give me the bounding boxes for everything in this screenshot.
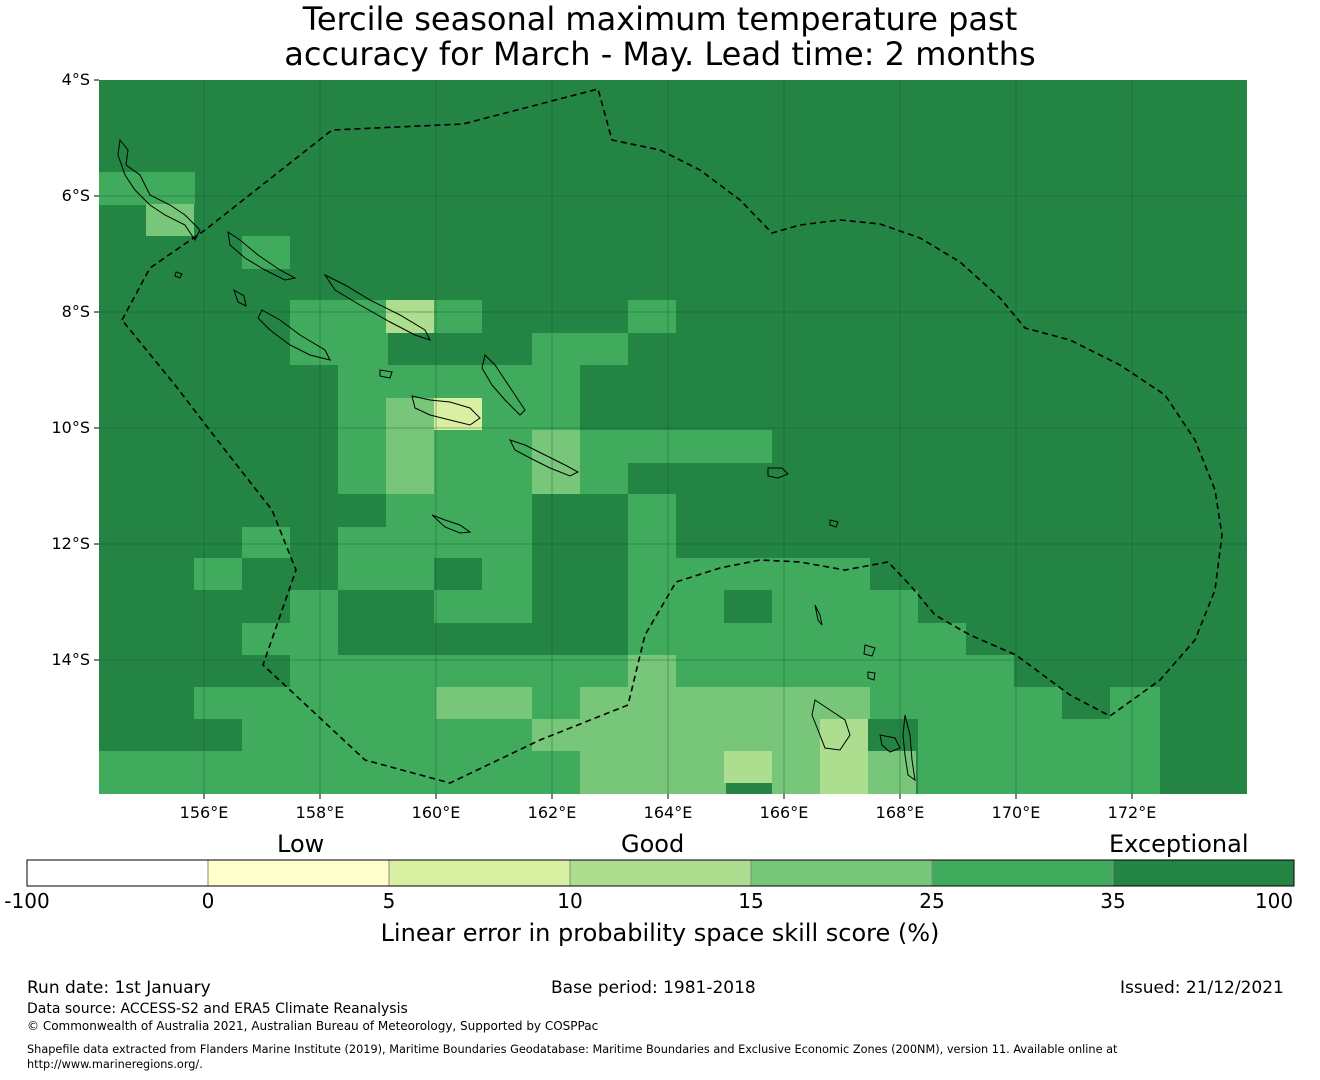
colorbar-tick-25: 25 <box>919 889 945 913</box>
colorbar-segment-25-35 <box>932 860 1113 886</box>
colorbar-category-good: Good <box>621 830 685 858</box>
espiritu-santo-island <box>811 699 851 751</box>
lon-label-162e: 162°E <box>527 803 577 822</box>
run-date: Run date: 1st January <box>27 978 211 998</box>
lat-label-6s: 6°S <box>61 186 90 205</box>
skill-cells-10-15 <box>386 300 868 794</box>
lat-label-4s: 4°S <box>61 70 90 89</box>
santa-isabel-island <box>323 273 431 341</box>
lon-label-172e: 172°E <box>1107 803 1157 822</box>
guadalcanal-island <box>411 395 481 426</box>
colorbar-label: Linear error in probability space skill … <box>380 919 940 947</box>
choiseul-island <box>227 230 297 281</box>
colorbar-segment-5-10 <box>389 860 570 886</box>
skill-cells-15-25 <box>146 204 916 794</box>
chart-title-line2: accuracy for March - May. Lead time: 2 m… <box>284 35 1036 73</box>
colorbar-tick-neg100: -100 <box>4 889 50 913</box>
colorbar-segment-15-25 <box>751 860 932 886</box>
colorbar-tick-100: 100 <box>1254 889 1294 913</box>
graticule <box>99 80 1247 794</box>
pentecost-island <box>902 714 916 782</box>
colorbar-segment-neg100-0 <box>27 860 208 886</box>
copyright: © Commonwealth of Australia 2021, Austra… <box>27 1019 599 1033</box>
lon-label-156e: 156°E <box>179 803 229 822</box>
lon-label-160e: 160°E <box>411 803 461 822</box>
banks-island <box>863 644 876 657</box>
axis-ticks <box>94 79 1133 799</box>
eez-boundary <box>121 88 1223 784</box>
colorbar-tick-0: 0 <box>201 889 215 913</box>
lat-label-14s: 14°S <box>51 650 90 669</box>
shapefile-credit-line1: Shapefile data extracted from Flanders M… <box>27 1043 1118 1056</box>
lon-label-164e: 164°E <box>643 803 693 822</box>
data-source: Data source: ACCESS-S2 and ERA5 Climate … <box>27 1001 408 1017</box>
lat-label-10s: 10°S <box>51 418 90 437</box>
shapefile-credit-line2: http://www.marineregions.org/. <box>27 1058 203 1071</box>
rennell-island <box>431 514 472 534</box>
coastlines <box>117 138 916 782</box>
lat-label-8s: 8°S <box>61 302 90 321</box>
skill-cells-35-100-patches <box>338 463 772 655</box>
small-island-6 <box>174 271 183 279</box>
colorbar-tick-10: 10 <box>557 889 583 913</box>
lon-label-168e: 168°E <box>875 803 925 822</box>
lat-label-12s: 12°S <box>51 534 90 553</box>
base-period: Base period: 1981-2018 <box>551 978 756 998</box>
colorbar-tick-35: 35 <box>1100 889 1126 913</box>
lon-label-166e: 166°E <box>759 803 809 822</box>
small-island-2 <box>829 519 839 528</box>
issued-date: Issued: 21/12/2021 <box>1120 978 1284 998</box>
lon-label-158e: 158°E <box>295 803 345 822</box>
colorbar-segment-35-100 <box>1113 860 1294 886</box>
colorbar-segment-10-15 <box>570 860 751 886</box>
chart-title-line1: Tercile seasonal maximum temperature pas… <box>302 0 1018 38</box>
small-island-1 <box>814 604 823 626</box>
colorbar-category-low: Low <box>277 830 325 858</box>
new-georgia-island <box>257 309 331 361</box>
small-island-3 <box>867 671 876 681</box>
colorbar-tick-15: 15 <box>738 889 764 913</box>
colorbar-segment-0-5 <box>208 860 389 886</box>
small-island-4 <box>379 369 393 379</box>
lon-label-170e: 170°E <box>991 803 1041 822</box>
santa-cruz-island <box>767 467 789 479</box>
skill-cells-5-10 <box>434 398 482 430</box>
makira-island <box>509 439 580 477</box>
colorbar-tick-5: 5 <box>382 889 396 913</box>
colorbar <box>26 859 1295 887</box>
bougainville-island <box>117 138 201 241</box>
colorbar-category-exceptional: Exceptional <box>1109 830 1249 858</box>
malaita-island <box>481 354 526 416</box>
malekula-island <box>879 734 901 753</box>
skill-grid <box>99 80 1247 794</box>
small-island-5 <box>233 288 247 307</box>
